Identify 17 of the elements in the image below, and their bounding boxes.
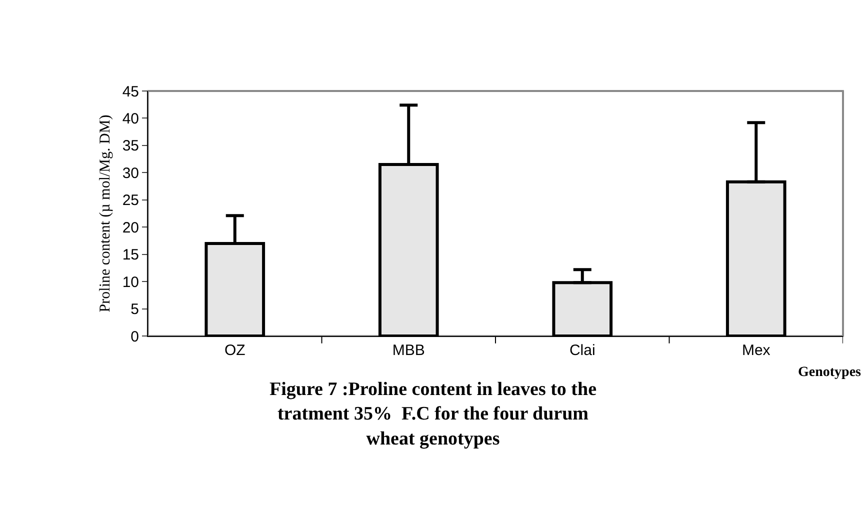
x-tick-label: Clai xyxy=(569,342,596,359)
y-tick-label: 15 xyxy=(122,246,139,264)
y-tick-label: 0 xyxy=(130,328,139,346)
y-tick-label: 45 xyxy=(122,83,139,100)
y-tick-label: 30 xyxy=(122,164,139,182)
y-tick-label: 25 xyxy=(122,192,139,210)
x-tick-label: OZ xyxy=(224,342,246,359)
y-tick-label: 20 xyxy=(122,219,139,236)
y-tick-label: 35 xyxy=(122,138,139,155)
y-tick-label: 5 xyxy=(130,301,139,318)
y-tick-label: 10 xyxy=(122,274,139,291)
y-tick-label: 40 xyxy=(122,110,139,128)
x-axis-title: Genotypes xyxy=(798,365,862,380)
text: Figure 7 :Proline content in leaves to the tratment 35% F.C for the four durum wheat genotypes xyxy=(270,379,596,450)
x-tick-label: MBB xyxy=(392,342,425,359)
y-axis-title: Proline content (µ mol/Mg. DM) xyxy=(98,114,114,312)
x-tick-label: Mex xyxy=(742,342,771,359)
